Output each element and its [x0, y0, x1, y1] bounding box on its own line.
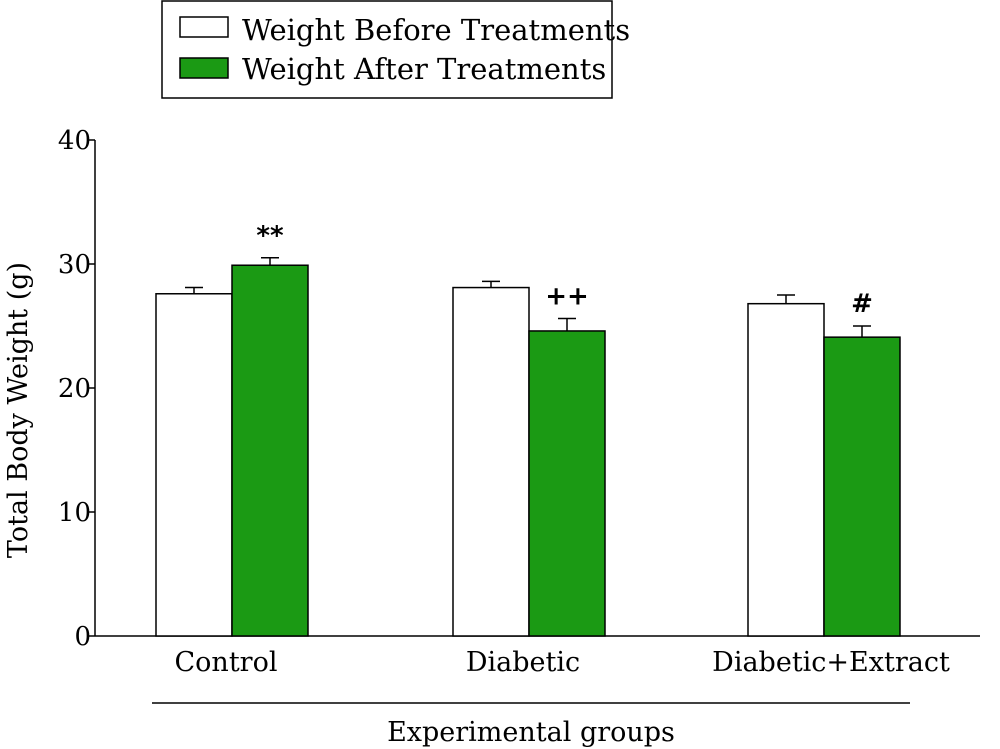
y-tick-label: 10: [58, 498, 91, 528]
bar-diabetic-extract-after: [823, 336, 901, 637]
bars: [155, 264, 901, 637]
significance-annotations: ** ++ #: [256, 221, 873, 319]
significance-marker: #: [851, 289, 873, 319]
bar-diabetic-before: [452, 286, 530, 637]
x-category-label: Control: [175, 647, 278, 678]
x-category-label: Diabetic: [466, 647, 580, 678]
category-labels: Control Diabetic Diabetic+Extract: [175, 647, 950, 678]
significance-marker: **: [256, 221, 284, 251]
y-axis-title: Total Body Weight (g): [3, 262, 34, 558]
y-tick-label: 0: [74, 622, 91, 652]
legend-swatch-after: [179, 57, 229, 79]
legend-swatch-before: [179, 16, 229, 38]
y-tick-label: 20: [58, 374, 91, 404]
bar-diabetic-extract-before: [747, 302, 825, 637]
legend: Weight Before Treatments Weight After Tr…: [161, 0, 630, 99]
y-ticks: 0 10 20 30 40: [58, 126, 95, 652]
legend-label-before: Weight Before Treatments: [242, 13, 630, 47]
y-tick-label: 40: [58, 126, 91, 156]
legend-box: [161, 0, 613, 99]
bar-diabetic-after: [528, 330, 606, 637]
significance-marker: ++: [545, 282, 589, 312]
error-bars: [185, 257, 871, 338]
y-tick-label: 30: [58, 250, 91, 280]
x-axis-title: Experimental groups: [387, 717, 675, 748]
x-category-label: Diabetic+Extract: [712, 647, 950, 678]
bar-control-before: [155, 293, 233, 637]
bar-control-after: [231, 264, 309, 637]
legend-label-after: Weight After Treatments: [242, 52, 606, 86]
